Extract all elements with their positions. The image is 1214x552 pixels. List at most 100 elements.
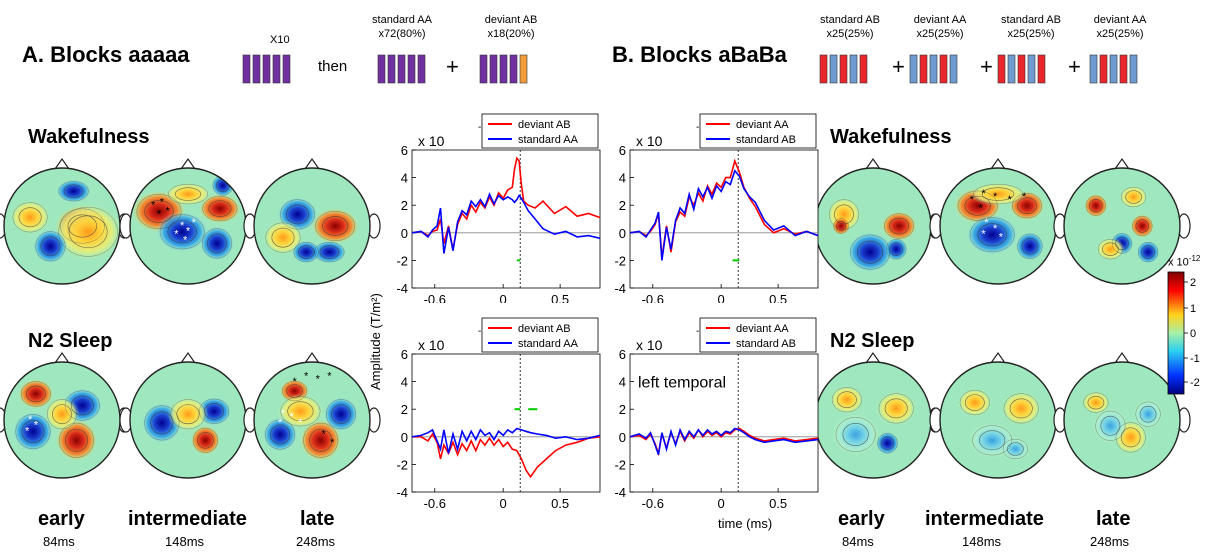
block-bar xyxy=(849,54,858,84)
significance-star: * xyxy=(25,426,30,438)
x-tick-label: -0.6 xyxy=(424,496,446,511)
nose-icon xyxy=(54,351,70,364)
plus-sign: + xyxy=(1068,54,1081,79)
significance-star: * xyxy=(984,217,989,229)
then-label: then xyxy=(318,58,348,75)
scalp-map xyxy=(254,362,370,478)
y-tick-label: -4 xyxy=(614,281,626,296)
block-bar xyxy=(929,54,938,84)
block-bar xyxy=(479,54,488,84)
plus-sign: + xyxy=(980,54,993,79)
colorbar-scale-exponent: -12 xyxy=(1188,254,1201,263)
legend-entry: deviant AB xyxy=(518,323,571,335)
block-bar xyxy=(1119,54,1128,84)
block-bar xyxy=(1129,54,1138,84)
significance-star: * xyxy=(330,437,335,449)
b-group-2-name: deviant AA xyxy=(913,14,967,26)
significance-star: * xyxy=(278,417,283,429)
significance-star: * xyxy=(180,220,185,232)
topographic-maps: * ** ** ***** *** * * ** ** **** * * * *** ** * xyxy=(0,157,1191,479)
legend-box xyxy=(481,317,599,353)
x-tick-label: 0.5 xyxy=(551,292,569,303)
significance-star: * xyxy=(290,411,295,423)
significance-star: * xyxy=(304,370,309,382)
scale-label: x 10 xyxy=(636,133,663,149)
block-bar xyxy=(1099,54,1108,84)
b-early-ms: 84ms xyxy=(842,534,874,549)
panel-a-title: A. Blocks aaaaa xyxy=(22,42,190,67)
colorbar-tick-label: -2 xyxy=(1190,377,1200,389)
significance-star: * xyxy=(174,229,179,241)
b-intermediate-label: intermediate xyxy=(925,508,1044,530)
block-bar xyxy=(387,54,396,84)
significance-star: * xyxy=(1007,194,1012,206)
colorbar-tick-label: 2 xyxy=(1190,277,1196,289)
block-bar xyxy=(839,54,848,84)
series-line xyxy=(412,432,601,479)
y-tick-label: -2 xyxy=(614,253,626,268)
legend-entry: standard AB xyxy=(736,134,796,146)
block-bar xyxy=(1027,54,1036,84)
y-tick-label: 4 xyxy=(401,375,408,390)
y-tick-label: -4 xyxy=(614,485,626,500)
series-line xyxy=(411,192,601,254)
scale-label: x 10 xyxy=(636,337,663,353)
a-wakefulness-label: Wakefulness xyxy=(28,126,150,148)
x-tick-label: -0.6 xyxy=(642,292,664,303)
stimulus-blocks xyxy=(242,54,1138,84)
x-tick-label: -0.6 xyxy=(424,292,446,303)
legend-box xyxy=(481,113,599,149)
scalp-map xyxy=(815,168,931,284)
scale-label: x 10 xyxy=(418,133,445,149)
legend-entry: standard AB xyxy=(736,338,796,350)
significance-star: * xyxy=(327,370,332,382)
significance-star: * xyxy=(292,376,297,388)
a-intermediate-label: intermediate xyxy=(128,508,247,530)
block-bar xyxy=(509,54,518,84)
block-bar xyxy=(1109,54,1118,84)
block-bar xyxy=(489,54,498,84)
a-late-label: late xyxy=(300,508,335,530)
nose-icon xyxy=(180,157,196,170)
block-bar xyxy=(1089,54,1098,84)
plus-sign: + xyxy=(892,54,905,79)
block-bar xyxy=(819,54,828,84)
significance-star: * xyxy=(981,188,986,200)
legend-entry: deviant AA xyxy=(736,119,789,131)
block-bar xyxy=(407,54,416,84)
significance-star: * xyxy=(281,408,286,420)
scalp-map xyxy=(1064,362,1180,478)
scalp-map xyxy=(940,168,1056,284)
axes-box xyxy=(411,353,601,493)
significance-star: * xyxy=(999,232,1004,244)
b-wakefulness-label: Wakefulness xyxy=(830,126,952,148)
standard-aa-label: standard AA xyxy=(372,14,432,26)
scalp-map xyxy=(4,168,120,284)
significance-star: * xyxy=(321,428,326,440)
b-group-4-name: deviant AA xyxy=(1093,14,1147,26)
significance-star: * xyxy=(192,217,197,229)
a-late-ms: 248ms xyxy=(296,534,336,549)
y-tick-label: -4 xyxy=(396,485,408,500)
b-group-4-count: x25(25%) xyxy=(1096,28,1144,40)
significance-star: * xyxy=(978,203,983,215)
block-bar xyxy=(1037,54,1046,84)
y-tick-label: 6 xyxy=(401,347,408,362)
x-tick-label: 0.5 xyxy=(551,496,569,511)
scale-label: x 10 xyxy=(418,337,445,353)
x-tick-label: 0 xyxy=(718,292,725,303)
deviant-ab-count: x18(20%) xyxy=(487,28,535,40)
significance-star: * xyxy=(157,208,162,220)
significance-star: * xyxy=(166,205,171,217)
colorbar: 2 1 0 -1 -2 xyxy=(1167,271,1200,395)
x-tick-label: 0.5 xyxy=(769,496,787,511)
legend-entry: standard AA xyxy=(518,134,579,146)
colorbar-tick-label: 1 xyxy=(1190,303,1196,315)
head-outline xyxy=(253,167,371,285)
b-group-1-count: x25(25%) xyxy=(826,28,874,40)
nose-icon xyxy=(865,157,881,170)
nose-icon xyxy=(304,157,320,170)
significance-star: * xyxy=(151,200,156,212)
